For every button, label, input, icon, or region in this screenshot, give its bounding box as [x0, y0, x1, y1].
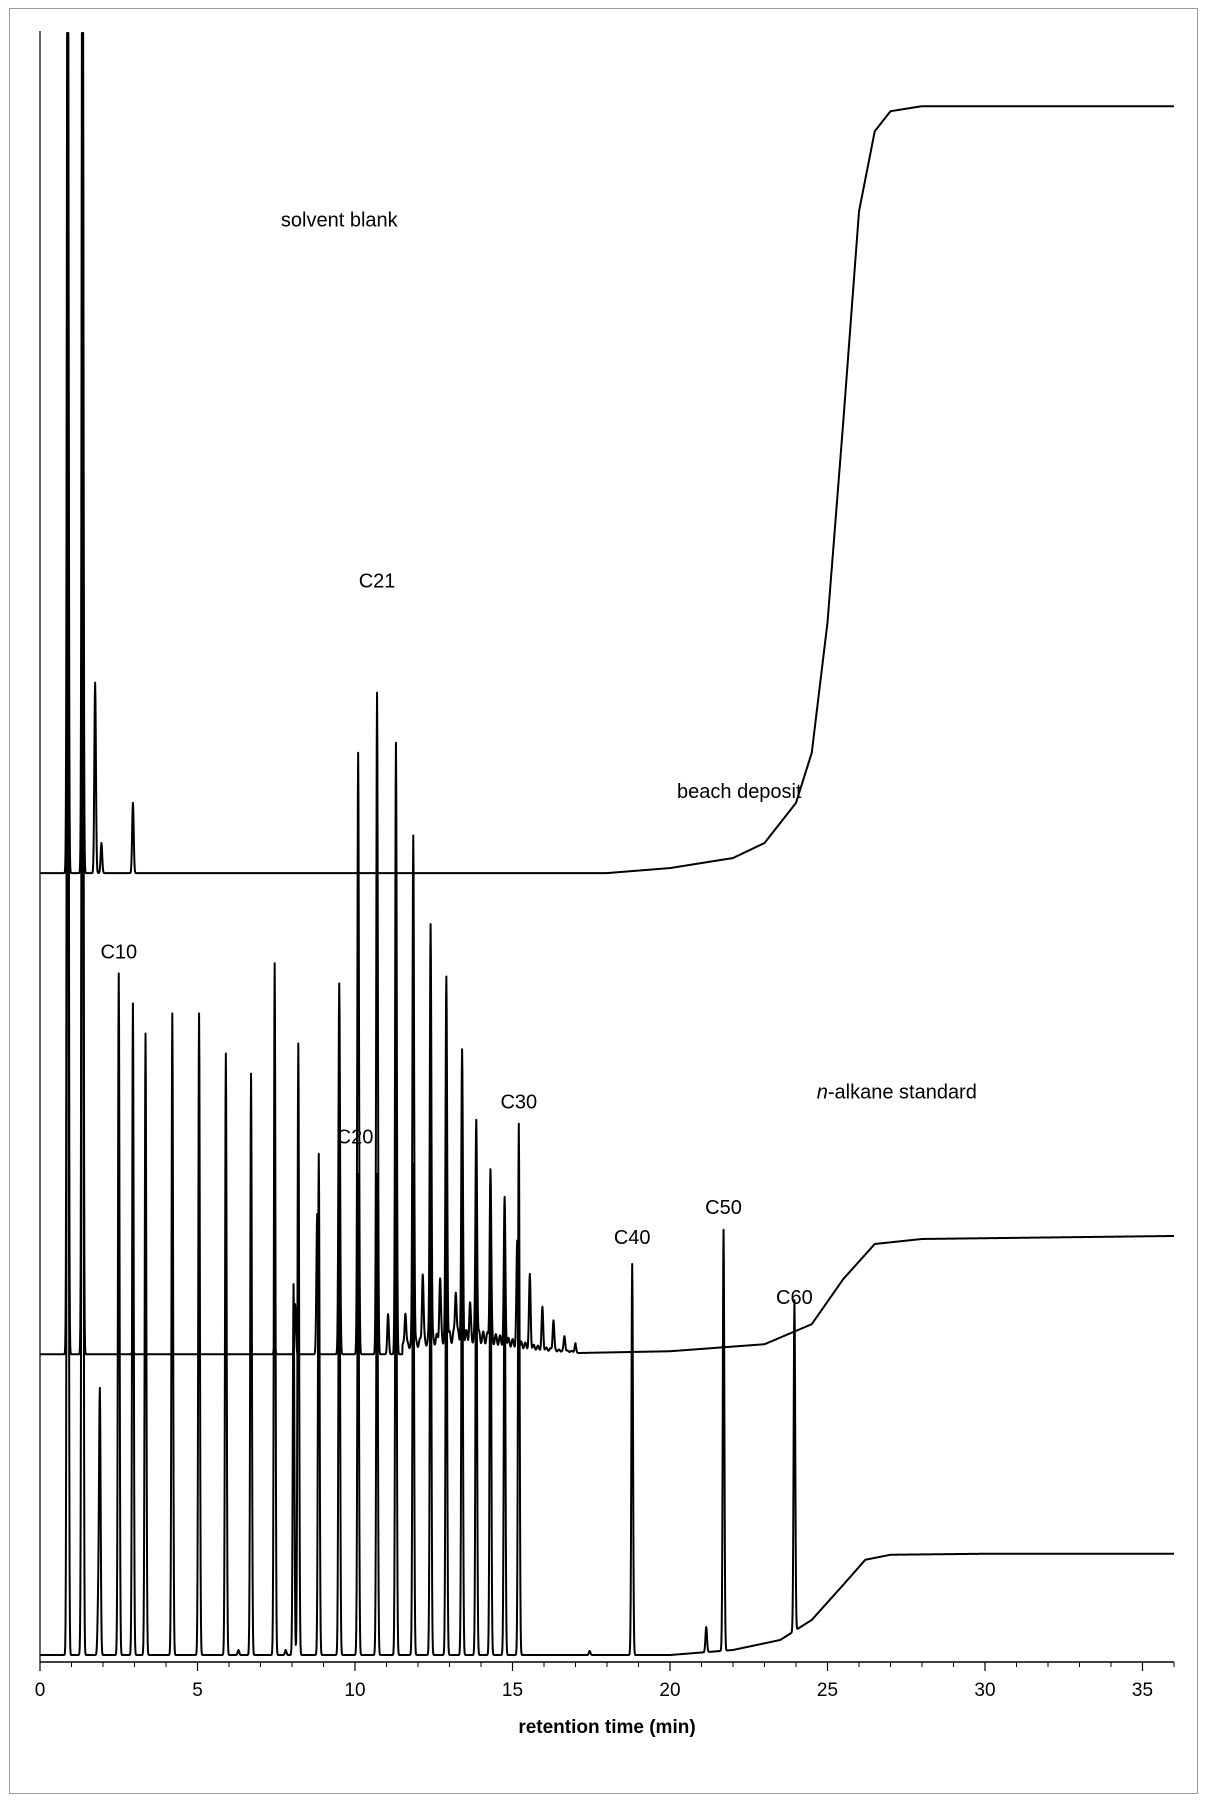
annotation-10: C60: [776, 1287, 813, 1309]
x-tick-label-15: 15: [502, 1680, 523, 1701]
x-tick-label-10: 10: [344, 1680, 365, 1701]
chart-frame: solvent blank C21 beach deposit C10 n-alkane…: [9, 8, 1198, 1794]
x-tick-label-30: 30: [974, 1680, 995, 1701]
annotation-6: C30: [500, 1092, 537, 1114]
x-tick-label-25: 25: [817, 1680, 838, 1701]
annotation-5: n-alkane standard: [817, 1082, 977, 1104]
annotation-8: C40: [614, 1227, 651, 1249]
chromatogram-traces: [39, 32, 1175, 1656]
annotation-7: C20: [337, 1127, 374, 1149]
x-tick-label-0: 0: [35, 1680, 46, 1701]
x-tick-label-5: 5: [192, 1680, 203, 1701]
chromatogram-chart: solvent blank C21 beach deposit C10 n-alkane…: [35, 31, 1175, 1738]
x-tick-label-35: 35: [1132, 1680, 1153, 1701]
series-line-2: [39, 32, 1175, 1356]
x-axis: 0 5 10 15 20 25 30 35: [35, 31, 1175, 1701]
series-line-3: [39, 32, 1175, 1656]
series-line-1: [39, 32, 1175, 875]
x-axis-label: retention time (min): [518, 1717, 695, 1738]
annotations: solvent blank C21 beach deposit C10 n-alkane…: [100, 210, 976, 1310]
x-tick-label-20: 20: [659, 1680, 680, 1701]
annotation-1: solvent blank: [281, 210, 399, 232]
annotation-2: C21: [359, 570, 396, 592]
annotation-3: beach deposit: [677, 781, 802, 803]
annotation-9: C50: [705, 1197, 742, 1219]
annotation-4: C10: [100, 941, 137, 963]
